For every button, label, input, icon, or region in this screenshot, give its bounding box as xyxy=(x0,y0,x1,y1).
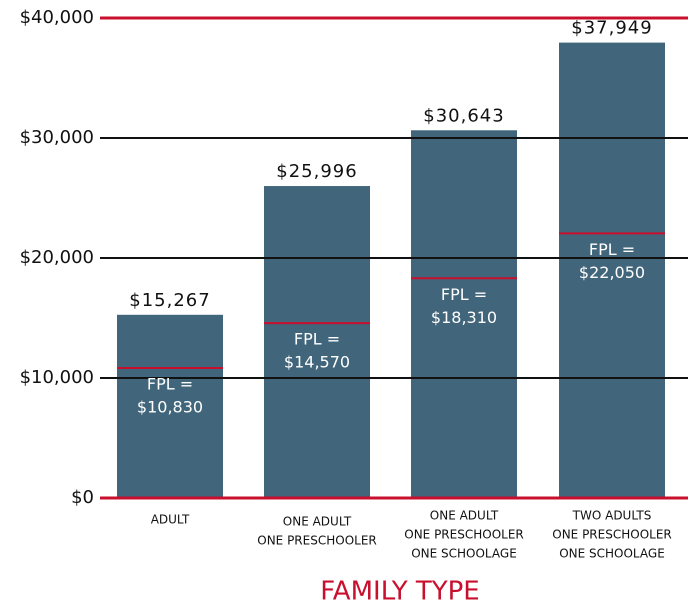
x-axis-label: FAMILY TYPE xyxy=(320,577,480,607)
x-tick-label: ADULT xyxy=(151,513,190,527)
fpl-label: FPL = xyxy=(294,330,340,349)
y-tick-label: $30,000 xyxy=(20,127,94,148)
x-tick-label: ONE PRESCHOOLER xyxy=(552,528,672,542)
bar xyxy=(559,42,665,498)
x-tick-label: ONE PRESCHOOLER xyxy=(404,528,524,542)
x-tick-label: ONE SCHOOLAGE xyxy=(559,547,665,561)
fpl-label: FPL = xyxy=(147,375,193,394)
x-tick-label: ONE PRESCHOOLER xyxy=(257,534,377,548)
fpl-label: $22,050 xyxy=(579,263,645,282)
fpl-label: FPL = xyxy=(441,285,487,304)
x-tick-label: ONE SCHOOLAGE xyxy=(411,547,517,561)
value-label: $15,267 xyxy=(129,290,210,311)
fpl-label: $18,310 xyxy=(431,308,497,327)
y-tick-label: $20,000 xyxy=(20,247,94,268)
y-tick-label: $40,000 xyxy=(20,7,94,28)
value-label: $25,996 xyxy=(276,161,357,182)
x-tick-label: ONE ADULT xyxy=(283,515,352,529)
y-tick-label: $10,000 xyxy=(20,367,94,388)
bar xyxy=(264,186,370,498)
fpl-label: $14,570 xyxy=(284,353,350,372)
value-label: $37,949 xyxy=(571,18,652,39)
y-tick-label: $0 xyxy=(71,487,94,508)
x-tick-label: TWO ADULTS xyxy=(572,509,652,523)
bar xyxy=(411,130,517,498)
value-label: $30,643 xyxy=(423,105,504,126)
bar xyxy=(117,314,223,498)
fpl-label: FPL = xyxy=(589,240,635,259)
x-tick-label: ONE ADULT xyxy=(430,509,499,523)
fpl-label: $10,830 xyxy=(137,398,203,417)
